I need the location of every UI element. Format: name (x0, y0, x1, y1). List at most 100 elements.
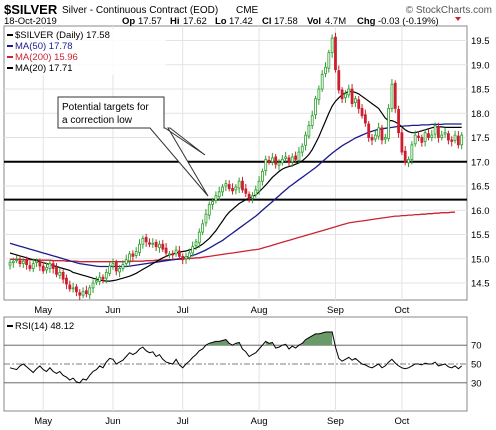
candle-body (194, 241, 198, 247)
candle-body (410, 144, 414, 160)
price-tick-label: 17.5 (471, 133, 490, 144)
rsi-x-tick-label: May (34, 416, 52, 427)
candle-body (241, 180, 244, 191)
candle-body (430, 134, 434, 138)
legend-ma50: MA(50) 17.78 (7, 41, 73, 52)
candle-body (334, 36, 337, 71)
candle-body (168, 253, 171, 256)
candle-body (420, 137, 424, 143)
candle-body (423, 132, 427, 142)
candle-body (280, 158, 284, 164)
x-tick-label: Sep (327, 305, 344, 316)
candle-body (267, 159, 271, 163)
candle-body (31, 263, 35, 269)
candle-body (174, 249, 178, 255)
candle-body (201, 223, 205, 233)
candle-body (35, 260, 38, 264)
candle-body (211, 201, 214, 205)
candle-body (71, 287, 75, 290)
candle-body (141, 238, 145, 245)
change-label: Chg (357, 16, 376, 27)
price-tick-label: 15.5 (471, 230, 490, 241)
legend-price: $SILVER (Daily) 17.58 (7, 30, 110, 41)
candle-body (151, 242, 155, 245)
candle-body (284, 156, 288, 159)
candle-body (357, 99, 361, 109)
candle-body (344, 93, 347, 99)
candle-body (237, 180, 241, 189)
x-tick-label: Aug (251, 305, 268, 316)
candle-body (304, 134, 307, 146)
ma20-line (9, 90, 462, 282)
candle-body (104, 271, 108, 279)
price-y-axis: 14.5 15.0 15.5 16.0 16.5 17.0 17.5 18.0 18.5 19.0… (471, 36, 490, 289)
candle-body (25, 259, 29, 265)
low-value: 17.42 (229, 16, 253, 27)
candle-body (128, 253, 131, 262)
change-value: -0.03 (-0.19%) (378, 16, 439, 27)
candle-body (217, 191, 221, 198)
candle-body (460, 134, 464, 146)
candle-body (11, 260, 15, 264)
candle-body (363, 114, 367, 124)
candle-body (15, 259, 19, 262)
legend-price-label: $SILVER (Daily) 17.58 (15, 30, 110, 41)
candle-body (164, 247, 168, 254)
open-label: Op (122, 16, 135, 27)
candle-body (148, 242, 151, 245)
candle-body (144, 237, 148, 243)
open-value: 17.57 (138, 16, 162, 27)
candle-body (98, 276, 102, 282)
rsi-x-tick-label: Aug (251, 416, 268, 427)
rsi-x-tick-label: Jun (105, 416, 120, 427)
moving-average-lines (9, 90, 462, 282)
price-tick-label: 18.5 (471, 85, 490, 96)
candle-body (184, 255, 188, 260)
candle-body (58, 271, 62, 276)
legend-ma200: MA(200) 15.96 (7, 52, 78, 63)
rsi-tick-label: 50 (471, 360, 482, 371)
candle-body (290, 156, 294, 163)
candle-body (300, 145, 304, 153)
candle-body (88, 287, 92, 296)
candle-body (340, 89, 344, 100)
candle-body (247, 193, 251, 199)
candle-body (380, 127, 384, 141)
rsi-tick-label: 30 (471, 378, 482, 389)
candle-body (181, 255, 185, 261)
volume-label: Vol (307, 16, 321, 27)
candle-body (158, 243, 161, 249)
candle-body (360, 108, 364, 117)
candle-body (413, 134, 417, 145)
ma50-line (9, 123, 462, 268)
candle-body (440, 134, 444, 138)
rsi-overbought-fill (209, 339, 230, 346)
candle-body (373, 134, 377, 140)
candle-body (204, 213, 208, 224)
candle-body (274, 156, 278, 165)
candle-body (51, 263, 55, 269)
candle-body (118, 268, 121, 273)
candle-body (314, 98, 317, 116)
candle-body (65, 277, 68, 285)
symbol-description: Silver - Continuous Contract (EOD) (62, 5, 218, 16)
candle-body (134, 251, 138, 256)
candle-body (330, 37, 334, 54)
candle-body (224, 183, 228, 187)
candle-body (45, 267, 48, 271)
candle-body (261, 171, 264, 182)
rsi-series: 30 50 70 (4, 331, 482, 389)
candle-body (350, 88, 354, 104)
legend-ma20: MA(20) 17.71 (7, 63, 73, 74)
candle-body (310, 115, 314, 126)
candle-body (456, 135, 460, 146)
candle-body (94, 280, 98, 283)
x-tick-label: Oct (395, 305, 410, 316)
candle-body (191, 246, 195, 254)
price-tick-label: 19.5 (471, 36, 490, 47)
candle-body (38, 261, 42, 267)
candle-body (244, 188, 248, 194)
candle-body (307, 125, 311, 137)
legend-ma200-label: MA(200) 15.96 (15, 52, 78, 63)
